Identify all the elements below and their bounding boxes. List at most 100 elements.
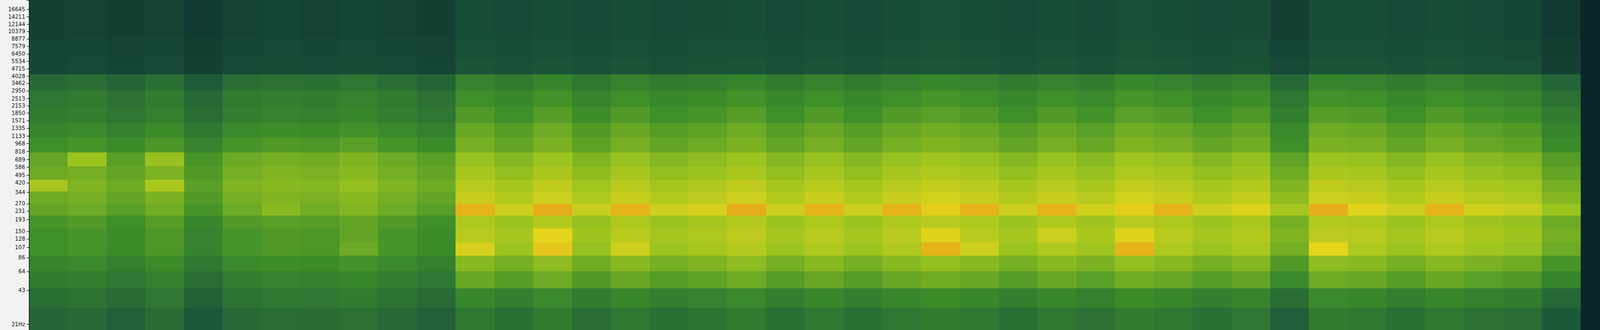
y-tick-label: 7579 (11, 43, 26, 50)
heatmap-cell (67, 57, 107, 75)
plot-background (28, 0, 1600, 330)
heatmap-cell (377, 241, 417, 256)
heatmap-cell (843, 74, 883, 91)
heatmap-cell (843, 255, 883, 271)
heatmap-cell (1231, 191, 1271, 204)
heatmap-cell (416, 203, 457, 217)
heatmap-cell (1503, 89, 1543, 108)
heatmap-cell (726, 165, 767, 180)
heatmap-cell (1464, 241, 1504, 256)
heatmap-cell (998, 137, 1038, 154)
heatmap-cell (494, 165, 534, 180)
heatmap-cell (494, 270, 534, 289)
y-tick-mark (26, 257, 29, 259)
y-tick-label: 8877 (11, 35, 26, 42)
heatmap-cell (921, 137, 961, 154)
heatmap-cell (533, 307, 573, 330)
heatmap-cell (1541, 107, 1581, 124)
y-tick-mark (26, 231, 29, 232)
heatmap-cell (145, 203, 185, 217)
heatmap-cell (1231, 57, 1271, 75)
heatmap-cell (726, 215, 767, 229)
heatmap-cell (688, 137, 728, 154)
heatmap-cell (1464, 191, 1504, 204)
heatmap-cell (339, 74, 379, 91)
heatmap-cell (494, 57, 534, 75)
heatmap-cell (106, 89, 146, 108)
heatmap-cell (1076, 215, 1116, 229)
heatmap-cell (300, 89, 340, 108)
heatmap-cell (843, 203, 883, 217)
heatmap-cell (1464, 0, 1504, 39)
heatmap-cell (649, 179, 689, 193)
heatmap-cell (377, 74, 417, 91)
heatmap-cell (416, 74, 457, 91)
heatmap-cell (766, 270, 806, 289)
heatmap-cell (416, 57, 457, 75)
heatmap-cell (67, 152, 107, 167)
heatmap-cell (300, 191, 340, 204)
heatmap-cell (1347, 165, 1387, 180)
heatmap-cell (1154, 288, 1194, 308)
heatmap-cell (1386, 152, 1426, 167)
heatmap-cell (572, 38, 612, 58)
heatmap-cell (67, 255, 107, 271)
heatmap-cell (610, 307, 650, 330)
heatmap-cell (261, 74, 301, 91)
heatmap-cell (1270, 137, 1310, 154)
y-tick-mark (26, 39, 29, 40)
heatmap-cell (261, 38, 301, 58)
heatmap-cell (959, 165, 999, 180)
heatmap-cell (1347, 107, 1387, 124)
heatmap-cell (377, 307, 417, 330)
y-tick-label: 16645 (8, 6, 26, 13)
heatmap-cell (1076, 288, 1116, 308)
heatmap-cell (339, 255, 379, 271)
y-axis-line (26, 0, 30, 330)
heatmap-cell (1503, 74, 1543, 91)
y-tick: 2153 (11, 102, 29, 109)
heatmap-cell (67, 241, 107, 256)
heatmap-cell (67, 165, 107, 180)
heatmap-cell (1541, 122, 1581, 138)
heatmap-cell (184, 74, 224, 91)
heatmap-cell (494, 152, 534, 167)
heatmap-cell (804, 0, 844, 39)
heatmap-cell (261, 165, 301, 180)
y-tick-mark (26, 91, 29, 92)
heatmap-cell (1037, 38, 1077, 58)
y-tick-label: 1571 (11, 117, 26, 124)
heatmap-cell (843, 152, 883, 167)
heatmap-cell (610, 203, 650, 217)
heatmap-cell (145, 57, 185, 75)
heatmap-cell (1347, 307, 1387, 330)
heatmap-cell (106, 228, 146, 243)
y-axis: 1664514211121441037988777579645055344715… (8, 0, 29, 330)
heatmap-cell (339, 228, 379, 243)
heatmap-cell (572, 191, 612, 204)
heatmap-cell (1464, 137, 1504, 154)
heatmap-cell (1154, 241, 1194, 256)
heatmap-cell (184, 215, 224, 229)
heatmap-cell (494, 191, 534, 204)
heatmap-cell (494, 89, 534, 108)
heatmap-cell (766, 165, 806, 180)
heatmap-cell (610, 0, 650, 39)
heatmap-cell (1076, 228, 1116, 243)
heatmap-cell (1503, 191, 1543, 204)
heatmap-cell (766, 122, 806, 138)
heatmap-cell (1037, 203, 1077, 217)
heatmap-cell (1541, 215, 1581, 229)
heatmap-cell (222, 38, 262, 58)
heatmap-cell (1464, 107, 1504, 124)
y-tick-label: 86 (18, 254, 26, 261)
heatmap-cell (1076, 107, 1116, 124)
heatmap-cell (843, 38, 883, 58)
heatmap-cell (455, 0, 495, 39)
heatmap-cell (28, 152, 68, 167)
axis-background (0, 0, 29, 330)
heatmap-cell (28, 241, 68, 256)
heatmap-cell (1154, 0, 1194, 39)
heatmap-cell (67, 89, 107, 108)
heatmap-cell (882, 165, 922, 180)
